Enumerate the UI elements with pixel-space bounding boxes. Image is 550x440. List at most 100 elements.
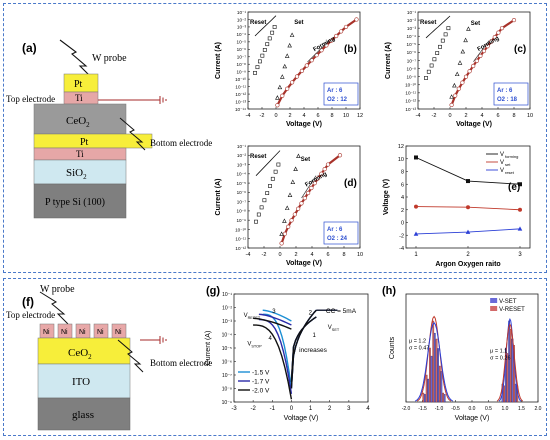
set-point [293, 166, 298, 171]
x-axis-title: Voltage (V) [286, 121, 322, 128]
forming-point [309, 185, 314, 191]
set-label: Set [471, 21, 480, 27]
y-tick-label: 10⁻⁷ [407, 58, 417, 63]
legend-label-set: V-SET [499, 299, 517, 305]
panel-label: (g) [206, 285, 220, 297]
ni-electrode-label: Ni [97, 329, 104, 336]
reset-bar [442, 392, 445, 403]
panel-label: (d) [344, 178, 357, 189]
switching-point [429, 63, 434, 68]
y-tick-label: 10⁻⁸ [222, 387, 232, 393]
bottom-probe-lightning-icon [119, 117, 146, 151]
reset-label: Reset [250, 20, 266, 26]
panel-b-iv-chart: -4 -2 0 2 4 6 8 10 12 10⁻¹ 10⁻² 10⁻³ 10⁻⁴ 10⁻⁵ 10⁻⁶ 10⁻… [215, 10, 363, 128]
x-axis-title: Voltage (V) [286, 260, 322, 267]
y-tick-label: 10⁻¹² [405, 99, 416, 104]
forming-point [485, 44, 490, 49]
set-point [287, 42, 292, 48]
probe-lightning-icon [59, 39, 91, 77]
y-tick-label: 10⁻⁵ [237, 40, 247, 45]
switching-point [262, 48, 267, 52]
switching-curve [255, 150, 281, 176]
x-tick-label: -2 [250, 406, 256, 412]
forming-point [481, 48, 487, 54]
vstop-annotation: V [247, 341, 251, 347]
y-tick-label: 10⁻⁷ [237, 199, 247, 204]
y-tick-label: 10⁻⁵ [407, 42, 417, 47]
y-tick-label: 10⁻⁶ [237, 47, 247, 52]
x-tick-label: 8 [512, 113, 515, 119]
forming-point [460, 80, 465, 85]
switching-point [276, 162, 281, 167]
x-tick-label: 2 [464, 113, 467, 119]
y-tick-label: 12 [398, 144, 404, 150]
y-tick-label: 10⁻⁹ [236, 69, 246, 74]
reset-bar-overlay [443, 394, 446, 403]
set-bar-overlay [506, 353, 509, 403]
y-tick-label: 10⁻¹ [237, 144, 247, 149]
y-axis-title: Counts [389, 336, 396, 359]
point-set [466, 205, 470, 210]
switching-point [256, 212, 261, 217]
set-point [289, 32, 295, 37]
glass-layer [37, 397, 131, 431]
x-tick-label: -1 [270, 406, 276, 412]
panel-f-bottom-electrode-label: Bottom electrode [150, 358, 212, 368]
forming-curve [280, 154, 341, 244]
panel-c-iv-chart: -4 -2 0 2 4 6 8 10 10⁻¹ 10⁻² 10⁻³ 10⁻⁴ 10⁻⁵ 10⁻⁶ 10⁻⁷ 1… [385, 10, 533, 128]
x-tick-label: 3 [518, 252, 522, 258]
set-point [460, 48, 466, 54]
switching-point [272, 25, 277, 29]
sio2-label: SiO2 [66, 167, 87, 181]
panel-label: (e) [508, 182, 520, 193]
panel-h-histogram: (h) -2.0 -1.5 -1.0 -0.5 0.0 0.5 1.0 1.5 2.0 Voltag… [382, 285, 542, 422]
y-tick-label: 10⁻² [222, 306, 232, 312]
x-tick-label: 10 [527, 113, 533, 119]
y-tick-label: 10⁻⁷ [222, 373, 232, 379]
x-tick-label: 3 [347, 406, 351, 412]
forming-point [456, 86, 461, 91]
y-tick-label: 10⁻¹⁴ [235, 107, 246, 112]
forming-point [467, 69, 472, 74]
panel-f-label: (f) [22, 295, 34, 309]
x-tick-label: -2 [432, 113, 437, 119]
forming-point [337, 153, 343, 158]
y-tick-label: 10⁻¹⁰ [405, 83, 416, 88]
switching-curve [425, 15, 451, 39]
switching-point [426, 69, 431, 74]
y-tick-label: 10⁻² [237, 153, 247, 158]
point-set [414, 204, 418, 209]
y-tick-label: 10 [398, 157, 404, 163]
forming-arrow [473, 40, 490, 62]
x-tick-label: 0.5 [485, 406, 492, 412]
x-axis-title: Argon Oxygen raito [435, 261, 500, 268]
forming-point [304, 63, 309, 68]
forming-point [296, 206, 301, 211]
plot-area [233, 293, 369, 403]
forming-point [306, 190, 311, 196]
set-label: Set [294, 20, 303, 26]
x-tick-label: 0 [290, 406, 294, 412]
x-tick-label: 1 [414, 252, 418, 258]
forming-point [319, 171, 324, 176]
x-tick-label: 1.5 [518, 406, 525, 412]
set-point [282, 63, 288, 69]
oxygen-label: O2 : 18 [497, 97, 518, 103]
switching-point [259, 205, 264, 210]
ni-electrode-label: Ni [79, 329, 86, 336]
switching-point [254, 219, 258, 224]
step-number: 3 [272, 309, 276, 315]
legend-sub-forming: forming [505, 154, 518, 159]
set-label: Set [301, 157, 310, 163]
forming-point [302, 195, 307, 201]
x-tick-label: 4 [302, 113, 305, 119]
bottom-panel-frame [3, 278, 547, 436]
set-point [282, 218, 287, 223]
argon-label: Ar : 6 [327, 88, 343, 94]
set-bar-overlay [503, 385, 505, 403]
x-tick-label: -2.0 [402, 406, 411, 412]
y-axis-title: Current (A) [215, 42, 222, 79]
y-tick-label: 10⁻¹⁰ [235, 227, 246, 232]
x-tick-label: 0.0 [469, 406, 476, 412]
y-tick-label: 10⁻¹² [235, 246, 246, 251]
